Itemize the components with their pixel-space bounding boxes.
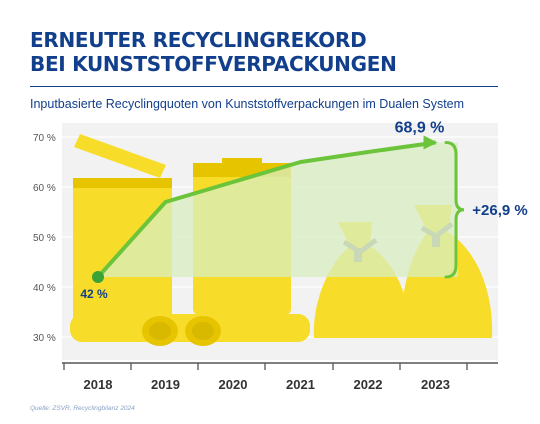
chart-subtitle: Inputbasierte Recyclingquoten von Kunsts… [30, 97, 465, 111]
y-tick-label: 60 % [33, 183, 56, 194]
y-tick-label: 70 % [33, 133, 56, 144]
source-note: Quelle: ZSVR, Recyclingbilanz 2024 [30, 405, 135, 412]
x-tick-label: 2018 [84, 377, 113, 392]
end-value-label: 68,9 % [395, 120, 445, 137]
y-tick-label: 30 % [33, 333, 56, 344]
title-divider [30, 86, 498, 87]
increase-label: +26,9 % [472, 202, 527, 219]
annotation-layer: 42 % 68,9 % +26,9 % [80, 120, 527, 302]
data-point [92, 271, 104, 283]
x-tick-label: 2023 [421, 377, 450, 392]
start-value-label: 42 % [80, 287, 108, 301]
x-tick-label: 2021 [286, 377, 315, 392]
increase-brace [444, 141, 465, 279]
series-layer [92, 135, 438, 283]
axes: 30 % 40 % 50 % 60 % 70 % 2018 2019 2020 2021 2022… [33, 133, 498, 392]
x-tick-label: 2022 [354, 377, 383, 392]
title-line-1: ERNEUTER RECYCLINGREKORD [30, 28, 367, 52]
x-tick-label: 2019 [151, 377, 180, 392]
y-tick-label: 40 % [33, 283, 56, 294]
increase-area [98, 142, 458, 277]
title-line-2: BEI KUNSTSTOFFVERPACKUNGEN [30, 52, 397, 76]
chart-title: ERNEUTER RECYCLINGREKORD BEI KUNSTSTOFFV… [30, 28, 397, 76]
series-arrowhead [423, 135, 438, 150]
x-tick-label: 2020 [219, 377, 248, 392]
series-line [96, 140, 436, 279]
increase-shade [98, 142, 458, 277]
y-tick-label: 50 % [33, 233, 56, 244]
